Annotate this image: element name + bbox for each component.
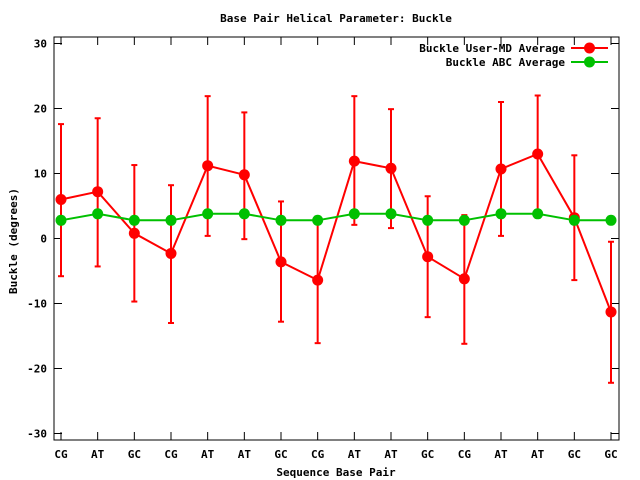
data-point [568, 214, 580, 226]
series-points [55, 148, 617, 318]
legend-marker [584, 56, 595, 68]
y-axis-label: Buckle (degrees) [7, 188, 20, 294]
data-point [348, 155, 360, 167]
data-point [605, 214, 617, 226]
plot-axes: 30 20 10 0 -10 -20 -30 CG AT GC CG AT AT GC CG AT AT GC CG… [27, 36, 620, 461]
data-point [385, 208, 397, 220]
data-point [312, 274, 324, 286]
x-tick-label: AT [91, 448, 105, 461]
x-tick-label: AT [238, 448, 252, 461]
series-line-0 [60, 152, 612, 313]
data-point [55, 194, 67, 205]
data-point [422, 251, 434, 263]
y-tick-label: -10 [27, 298, 47, 311]
x-tick-label: AT [531, 448, 545, 461]
y-tick-label: -20 [27, 363, 47, 376]
data-point [92, 208, 104, 220]
series-line-1 [60, 212, 611, 222]
data-point [55, 214, 67, 226]
y-tick-label: 20 [34, 103, 47, 116]
data-point [348, 208, 360, 220]
x-axis-label: Sequence Base Pair [276, 466, 396, 479]
x-tick-label: GC [274, 448, 287, 461]
data-point [238, 208, 250, 220]
data-point [92, 186, 104, 198]
x-tick-label: GC [421, 448, 434, 461]
data-point [422, 214, 434, 226]
data-point [275, 214, 287, 226]
data-point [605, 306, 617, 318]
x-tick-label: CG [458, 448, 472, 461]
series-lines [60, 152, 612, 313]
legend-label: Buckle ABC Average [446, 56, 566, 69]
x-tick-label: CG [164, 448, 178, 461]
y-tick-label: 10 [34, 168, 47, 181]
data-point [495, 208, 507, 220]
chart-title: Base Pair Helical Parameter: Buckle [220, 12, 452, 25]
data-point [128, 227, 140, 239]
data-point [202, 208, 214, 220]
data-point [495, 163, 507, 175]
x-tick-label: GC [604, 448, 617, 461]
x-tick-label: GC [128, 448, 141, 461]
error-bars [58, 94, 614, 384]
data-point [532, 208, 544, 220]
x-tick-label: AT [494, 448, 508, 461]
x-tick-label: AT [201, 448, 215, 461]
x-tick-label: GC [568, 448, 581, 461]
data-point [312, 214, 324, 226]
data-point [275, 256, 287, 268]
data-point [458, 214, 470, 226]
data-point [165, 214, 177, 226]
x-tick-label: AT [348, 448, 362, 461]
data-point [238, 169, 250, 181]
data-point [532, 148, 544, 160]
y-tick-label: -30 [27, 428, 47, 441]
x-tick-label: AT [384, 448, 398, 461]
data-point [458, 273, 470, 285]
data-point [128, 214, 140, 226]
x-tick-label: CG [311, 448, 325, 461]
data-point [202, 160, 214, 172]
legend-marker [584, 42, 595, 54]
data-point [385, 162, 397, 174]
data-point [165, 247, 177, 259]
y-tick-label: 0 [40, 233, 47, 246]
y-tick-label: 30 [34, 38, 47, 51]
x-tick-label: CG [54, 448, 68, 461]
plot-frame [53, 36, 620, 441]
legend-label: Buckle User-MD Average [419, 42, 565, 55]
